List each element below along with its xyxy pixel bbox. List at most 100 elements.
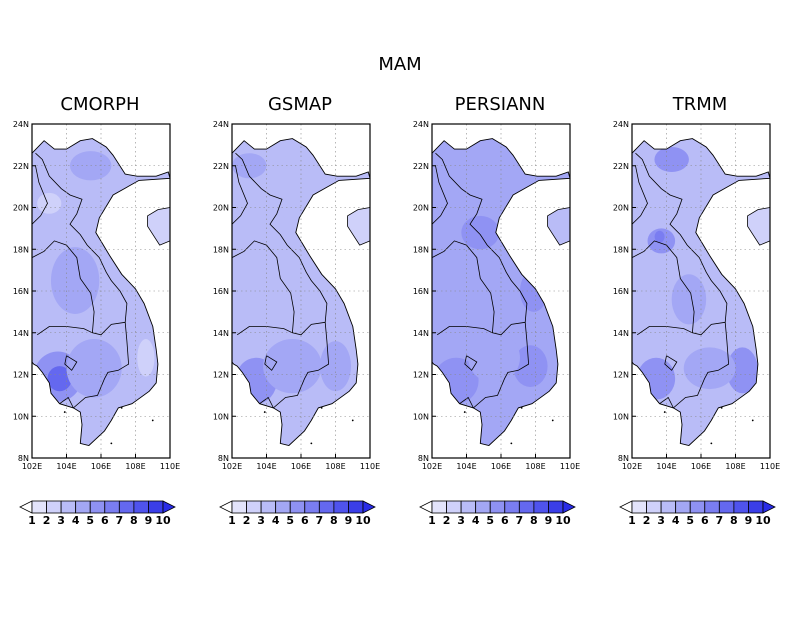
lon-tick-label: 106E [91,462,111,471]
colorbar-label: 9 [545,514,553,527]
lat-tick-label: 24N [413,120,429,129]
precip-contour [437,159,479,193]
colorbar-label: 8 [330,514,338,527]
colorbar-box [718,500,735,514]
lon-tick-label: 108E [325,462,345,471]
map-svg: 102E 104E 106E 108E 110E24N22N20N18N16N14N12… [413,120,580,527]
colorbar-label: 10 [355,514,371,527]
colorbar-high-arrow [162,500,176,514]
map-panel-cmorph: CMORPH 102E 104E 106E 108E 110E 24N 22N 20N 18N 1… [0,92,200,532]
precip-contour [137,339,155,377]
colorbar-high-arrow [362,500,376,514]
figure-title: MAM [378,54,422,75]
island-dot [751,419,754,422]
lat-tick-label: 18N [213,245,229,254]
colorbar-label: 7 [116,514,124,527]
precip-contour [637,357,676,400]
colorbar-box [675,500,691,514]
panel-title: CMORPH [60,94,140,115]
country-border [31,165,48,225]
lon-tick-label: 110E [760,462,780,471]
colorbar-label: 4 [272,514,280,527]
colorbar-box [431,500,447,514]
colorbar-box [660,500,677,514]
lat-tick-label: 10N [213,412,229,421]
map-panel-gsmap: GSMAP 102E 104E 106E 108E 110E 24N 22N 20N 18N 16… [200,92,400,532]
colorbar-label: 3 [257,514,265,527]
colorbar-box [689,500,706,514]
hainan-island [747,207,771,246]
lat-tick-label: 12N [213,371,229,380]
colorbar-box [275,500,291,514]
lat-tick-label: 12N [413,371,429,380]
lat-tick-label: 10N [13,412,29,421]
precip-contour [513,345,548,388]
colorbar-label: 10 [155,514,171,527]
country-border [231,165,248,225]
country-border [635,152,728,323]
lon-tick-label: 108E [525,462,545,471]
island-dot [510,442,513,445]
island-dot [263,411,266,413]
coastline [31,138,171,446]
colorbar-box [475,500,491,514]
precip-contour [468,332,520,383]
lat-tick-label: 20N [413,204,429,213]
country-border [64,355,78,371]
precip-contour [232,153,267,179]
panel-title: GSMAP [267,94,333,115]
lon-tick-label: 106E [491,462,511,471]
colorbar-label: 7 [316,514,324,527]
lon-tick-label: 108E [125,462,145,471]
colorbar-label: 8 [730,514,738,527]
colorbar-box [231,500,247,514]
colorbar-box [118,500,135,514]
colorbar-label: 5 [686,514,694,527]
panel-title: PERSIANN [454,94,546,115]
country-border [631,165,648,225]
lon-tick-label: 106E [691,462,711,471]
island-dot [63,411,66,413]
colorbar-box [748,500,764,514]
country-border [435,152,528,323]
country-border [264,355,278,371]
lon-tick-label: 110E [160,462,180,471]
colorbar-label: 8 [130,514,138,527]
precip-contour [654,146,689,173]
precip-max [654,230,665,243]
lat-tick-label: 14N [613,329,629,338]
colorbar-box [631,500,647,514]
colorbar-box [246,500,262,514]
precip-max [52,370,63,383]
lon-tick-label: 110E [560,462,580,471]
precip-contour [263,339,322,394]
colorbar-label: 8 [530,514,538,527]
colorbar-box [75,500,91,514]
country-border [436,321,526,336]
country-border [664,355,678,371]
colorbar-label: 4 [672,514,680,527]
colorbar-label: 7 [516,514,524,527]
precip-max [249,372,260,385]
lat-tick-label: 24N [613,120,629,129]
lat-tick-label: 16N [613,287,629,296]
colorbar: 1 2 3 4 5 6 7 8 9 10 [619,500,776,527]
island-dot [710,442,713,445]
colorbar-label: 6 [501,514,509,527]
colorbar-low-arrow [219,500,233,514]
colorbar-box [518,500,535,514]
country-border [431,240,495,333]
colorbar-high-arrow [762,500,776,514]
colorbar-box [704,500,720,514]
coastline [231,138,371,446]
country-border [636,321,726,336]
colorbar-label: 3 [457,514,465,527]
colorbar-high-arrow [562,500,576,514]
map-svg: 102E 104E 106E 108E 110E24N22N20N18N16N14N12… [613,120,780,527]
colorbar-label: 5 [286,514,294,527]
country-border [35,152,128,323]
colorbar-box [489,500,506,514]
map-panel-persiann: PERSIANN 102E 104E 106E 108E 110E 24N 22N 20N 18… [400,92,600,532]
colorbar-box [31,500,47,514]
colorbar-box [260,500,277,514]
